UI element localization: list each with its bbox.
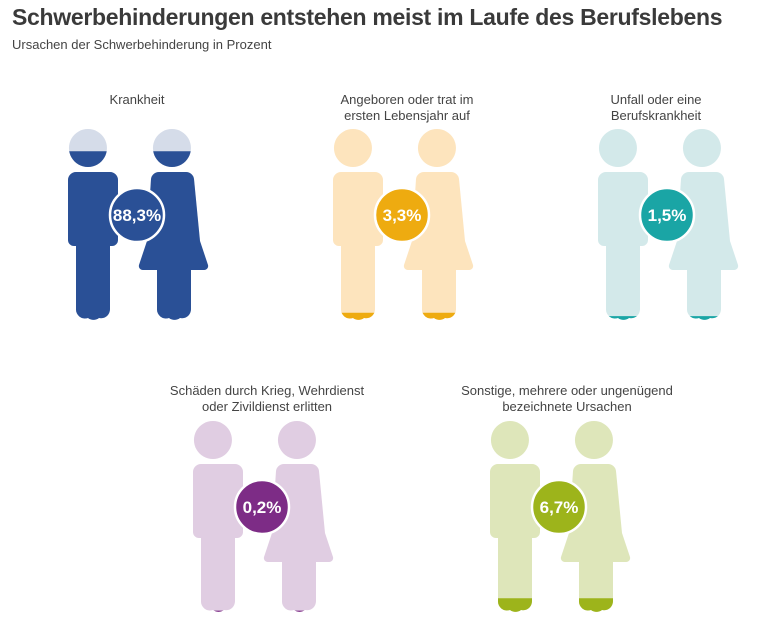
pictogram-group: 0,2% [191,421,334,612]
pictogram-group: 88,3% [66,129,209,320]
value-badge [530,478,588,536]
category-label: Schäden durch Krieg, Wehrdienst oder Ziv… [169,383,365,414]
pictogram-group: 6,7% [488,421,631,612]
value-badge [638,186,696,244]
value-badge [108,186,166,244]
category-label: Unfall oder eine Berufskrankheit [610,92,702,123]
male-figure-light [191,421,243,612]
value-label: 6,7% [540,498,579,517]
female-figure-light [560,421,631,612]
female-figure-fill [422,312,456,320]
male-figure-fill [66,151,118,320]
female-figure-fill [689,316,718,320]
value-badge [233,478,291,536]
value-badge [373,186,431,244]
female-figure-light [263,421,334,612]
value-label: 1,5% [648,206,687,225]
pictogram-group: 1,5% [596,129,739,320]
female-figure-fill [138,151,209,320]
female-figure-fill [295,610,304,612]
male-figure-fill [341,312,375,320]
value-label: 0,2% [243,498,282,517]
chart-subtitle: Ursachen der Schwerbehinderung in Prozen… [12,37,272,52]
chart-title: Schwerbehinderungen entstehen meist im L… [12,4,723,30]
female-figure-light [668,129,739,320]
male-figure-light [596,129,648,320]
pictogram-group: 3,3% [331,129,474,320]
value-label: 3,3% [383,206,422,225]
category-label: Krankheit [109,92,165,107]
female-figure-light [403,129,474,320]
male-figure-fill [608,316,637,320]
category-label: Angeboren oder trat im ersten Lebensjahr… [340,92,474,123]
male-figure-fill [497,598,533,612]
male-figure-fill [214,610,223,612]
category-label: Sonstige, mehrere oder ungenügend bezeic… [461,383,673,414]
value-label: 88,3% [113,206,161,225]
female-figure-fill [578,598,614,612]
male-figure-light [331,129,383,320]
male-figure-light [488,421,540,612]
